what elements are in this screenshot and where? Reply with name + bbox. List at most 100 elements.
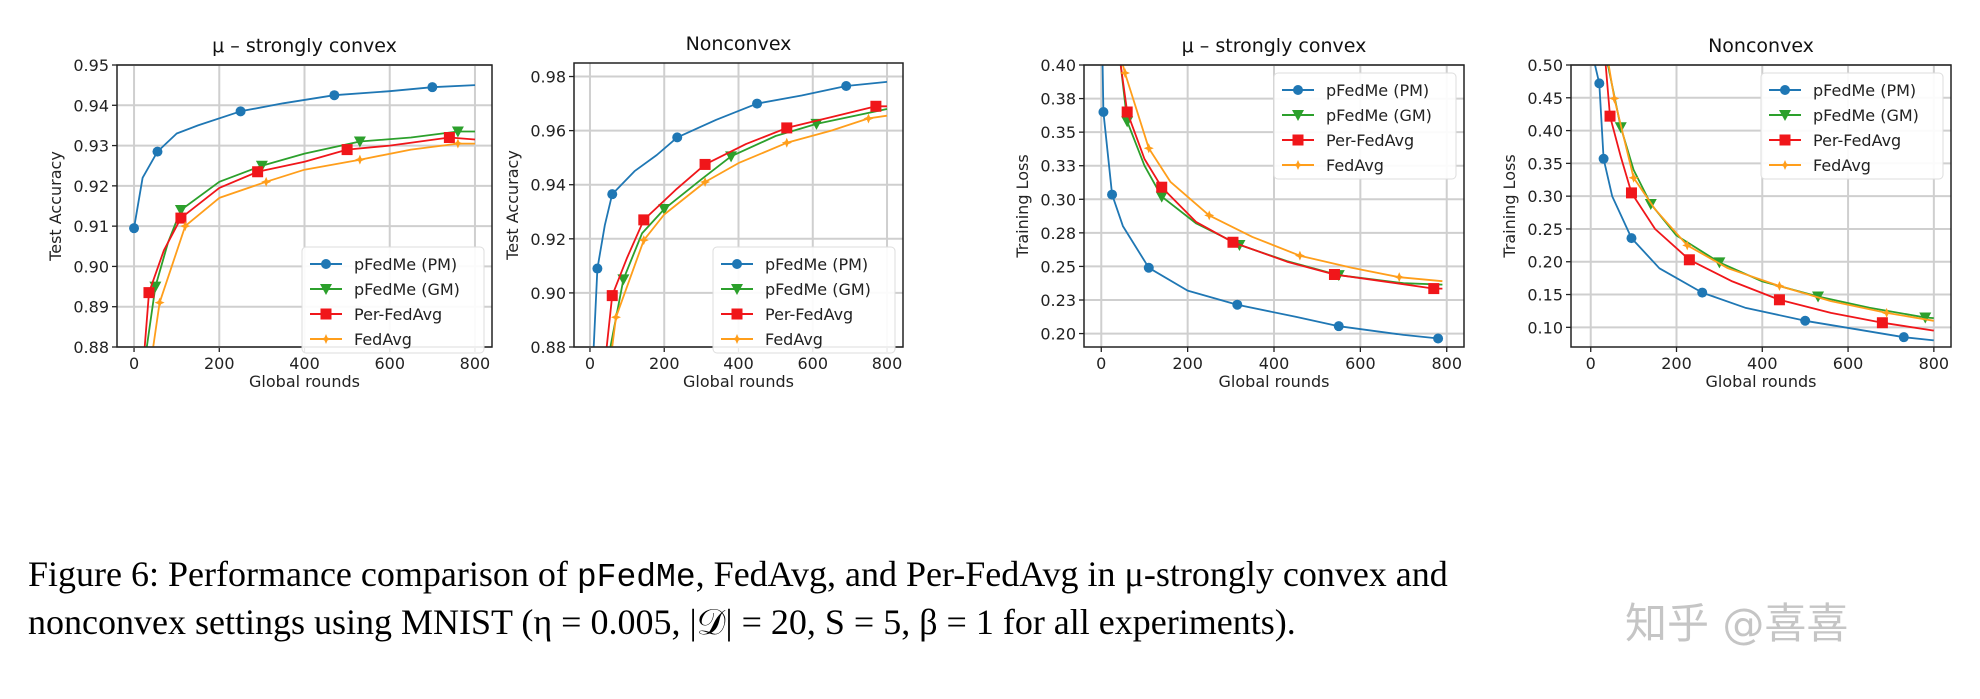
y-tick-label: 0.20 (1527, 253, 1563, 272)
data-point-triangle (174, 205, 187, 217)
x-tick-label: 200 (649, 354, 680, 373)
caption-line-2: nonconvex settings using MNIST (η = 0.00… (28, 602, 1296, 642)
data-point-circle (1143, 262, 1154, 273)
legend-label: pFedMe (PM) (1813, 81, 1916, 100)
y-tick-label: 0.90 (530, 284, 566, 303)
data-point-square (1779, 134, 1791, 146)
data-point-circle (129, 223, 140, 234)
data-point-circle (1598, 153, 1609, 164)
legend-box (1760, 72, 1944, 180)
y-tick-label: 0.90 (73, 257, 109, 276)
legend-label: FedAvg (765, 330, 823, 349)
x-tick-label: 600 (1345, 354, 1376, 373)
data-point-star (1682, 240, 1693, 251)
data-point-square (1227, 236, 1239, 248)
data-point-circle (1433, 333, 1444, 344)
y-tick-label: 0.92 (73, 177, 109, 196)
y-tick-label: 0.88 (530, 338, 566, 357)
data-point-star (1774, 281, 1785, 292)
legend-label: pFedMe (GM) (1813, 106, 1919, 125)
x-tick-label: 400 (723, 354, 754, 373)
data-point-triangle (320, 284, 332, 295)
data-point-square (638, 214, 650, 226)
chart-panel-1: 0 200 400 600 800 0.88 0.89 0.90 0.91 0.92 0.93 0.9… (46, 35, 493, 391)
x-tick-label: 200 (1661, 354, 1692, 373)
data-point-circle (732, 259, 742, 269)
x-tick-label: 200 (204, 354, 235, 373)
data-point-triangle (1779, 110, 1791, 121)
data-point-star (781, 137, 792, 148)
data-point-triangle (353, 136, 366, 148)
y-tick-label: 0.23 (1040, 291, 1076, 310)
data-point-circle (1594, 78, 1605, 89)
data-point-triangle (731, 284, 743, 295)
x-tick-label: 800 (1431, 354, 1462, 373)
axes-frame (1083, 64, 1465, 348)
x-tick-label: 800 (1919, 354, 1950, 373)
figure-caption: Figure 6: Performance comparison of pFed… (28, 552, 1968, 645)
data-point-square (1604, 110, 1616, 122)
y-tick-label: 0.50 (1527, 56, 1563, 75)
data-point-square (1328, 268, 1340, 280)
y-tick-label: 0.96 (530, 122, 566, 141)
x-tick-label: 600 (797, 354, 828, 373)
legend-label: FedAvg (1326, 156, 1384, 175)
caption-text: Figure 6: Performance comparison of (28, 554, 577, 594)
y-tick-label: 0.98 (530, 68, 566, 87)
data-point-square (1876, 317, 1888, 329)
caption-code: pFedMe (576, 559, 696, 596)
data-point-circle (235, 106, 246, 117)
data-point-star (610, 312, 621, 323)
data-point-triangle (1292, 110, 1304, 121)
data-point-circle (427, 82, 438, 93)
y-tick-label: 0.25 (1040, 257, 1076, 276)
chart-title: μ – strongly convex (1182, 35, 1367, 57)
legend: pFedMe (PM) pFedMe (GM) Per-FedAvg FedAvg (1760, 72, 1944, 180)
x-tick-label: 0 (1096, 354, 1106, 373)
series-line-pm (1594, 65, 1934, 342)
legend-label: pFedMe (GM) (354, 280, 460, 299)
y-tick-label: 0.28 (1040, 224, 1076, 243)
series-line-fedavg (611, 114, 888, 347)
legend: pFedMe (PM) pFedMe (GM) Per-FedAvg FedAvg (301, 246, 485, 354)
chart-title: Nonconvex (686, 33, 792, 55)
data-point-star (1120, 68, 1131, 79)
data-point-circle (329, 90, 340, 101)
data-point-square (320, 308, 332, 320)
legend-label: Per-FedAvg (765, 305, 853, 324)
data-point-square (1156, 181, 1168, 193)
y-tick-label: 0.89 (73, 298, 109, 317)
data-point-circle (1898, 332, 1909, 343)
x-tick-label: 0 (129, 354, 139, 373)
data-point-square (870, 100, 882, 112)
y-tick-label: 0.25 (1527, 220, 1563, 239)
data-point-star (863, 113, 874, 124)
legend-label: pFedMe (PM) (1326, 81, 1429, 100)
data-point-square (252, 166, 264, 178)
data-point-triangle (255, 160, 268, 172)
data-point-circle (152, 146, 163, 157)
plot-area (129, 82, 476, 347)
y-tick-label: 0.38 (1040, 90, 1076, 109)
y-tick-label: 0.95 (73, 56, 109, 75)
series-line-fedavg (152, 142, 475, 347)
legend-label: FedAvg (354, 330, 412, 349)
x-tick-label: 400 (1259, 354, 1290, 373)
series-line-gm (609, 108, 888, 347)
plot-area (1594, 65, 1934, 343)
x-tick-label: 600 (1833, 354, 1864, 373)
axes-frame (1570, 64, 1952, 348)
y-tick-label: 0.10 (1527, 318, 1563, 337)
y-axis-label: Test Accuracy (46, 151, 65, 262)
plot-area (1098, 65, 1444, 344)
y-axis-label: Test Accuracy (503, 150, 522, 261)
data-point-triangle (1155, 191, 1168, 203)
data-point-star (732, 334, 742, 344)
data-point-circle (752, 98, 763, 109)
data-point-triangle (725, 151, 738, 163)
data-point-star (1143, 143, 1154, 154)
x-tick-label: 800 (460, 354, 491, 373)
caption-line-1: Figure 6: Performance comparison of pFed… (28, 552, 1968, 600)
legend-label: Per-FedAvg (354, 305, 442, 324)
data-point-circle (607, 189, 618, 200)
